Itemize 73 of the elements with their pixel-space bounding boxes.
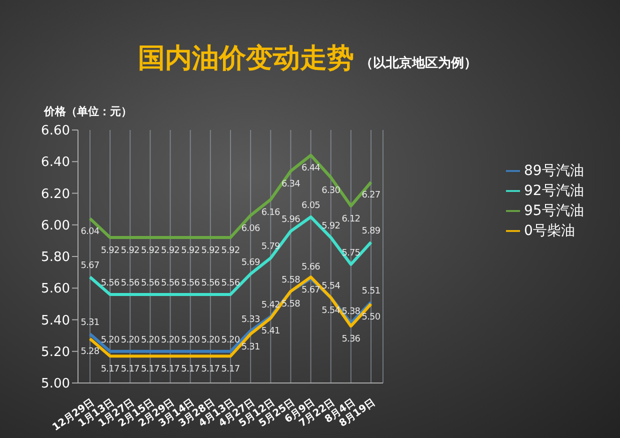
data-label: 5.56 bbox=[161, 278, 180, 288]
data-label: 5.31 bbox=[241, 342, 260, 352]
data-label: 5.69 bbox=[241, 258, 260, 268]
data-label: 5.20 bbox=[140, 335, 160, 346]
legend-label: 89号汽油 bbox=[524, 163, 584, 179]
y-tick-label: 6.60 bbox=[41, 124, 70, 139]
data-label: 5.31 bbox=[80, 318, 100, 328]
text: （以北京地区为例） bbox=[360, 56, 477, 71]
y-tick-label: 5.00 bbox=[41, 376, 70, 392]
data-label: 6.06 bbox=[241, 224, 260, 234]
data-label: 5.41 bbox=[261, 326, 280, 337]
y-tick-label: 6.20 bbox=[41, 186, 70, 202]
data-label: 5.20 bbox=[221, 335, 240, 346]
data-label: 6.12 bbox=[342, 214, 360, 224]
y-tick-label: 6.00 bbox=[41, 218, 70, 234]
y-tick-label: 5.60 bbox=[41, 282, 70, 297]
data-label: 5.50 bbox=[362, 312, 381, 322]
data-label: 5.92 bbox=[100, 246, 120, 256]
data-label: 6.30 bbox=[322, 186, 341, 196]
data-label: 5.54 bbox=[322, 282, 341, 292]
data-label: 6.27 bbox=[362, 190, 380, 201]
data-label: 5.92 bbox=[181, 246, 200, 256]
data-label: 5.17 bbox=[140, 364, 160, 375]
data-label: 5.38 bbox=[342, 306, 361, 317]
data-label: 5.96 bbox=[281, 215, 301, 226]
legend-label: 0号柴油 bbox=[524, 223, 575, 239]
data-label: 6.44 bbox=[302, 164, 321, 174]
data-label: 6.04 bbox=[80, 226, 100, 237]
data-label: 5.56 bbox=[100, 278, 120, 288]
data-label: 6.16 bbox=[261, 208, 281, 218]
data-label: 5.58 bbox=[281, 275, 301, 286]
y-tick-label: 5.80 bbox=[41, 250, 70, 266]
data-label: 5.36 bbox=[342, 334, 361, 344]
data-label: 5.51 bbox=[362, 286, 380, 296]
data-label: 5.17 bbox=[221, 364, 240, 375]
data-label: 5.20 bbox=[201, 335, 220, 346]
data-label: 5.92 bbox=[120, 246, 140, 256]
data-label: 5.92 bbox=[161, 246, 180, 256]
data-label: 5.17 bbox=[181, 364, 200, 375]
data-label: 5.20 bbox=[120, 335, 140, 346]
data-label: 5.67 bbox=[80, 261, 100, 272]
data-label: 5.89 bbox=[362, 226, 381, 236]
data-label: 6.05 bbox=[302, 200, 320, 211]
data-label: 5.20 bbox=[100, 335, 120, 346]
y-tick-label: 5.40 bbox=[41, 313, 70, 328]
legend-label: 95号汽油 bbox=[524, 203, 584, 219]
data-label: 6.34 bbox=[281, 180, 301, 190]
data-label: 5.17 bbox=[120, 364, 140, 375]
data-label: 5.56 bbox=[201, 278, 220, 288]
data-label: 5.92 bbox=[140, 246, 160, 256]
data-label: 5.58 bbox=[281, 300, 301, 310]
data-label: 5.17 bbox=[100, 364, 120, 375]
data-label: 5.56 bbox=[181, 278, 200, 288]
data-label: 5.66 bbox=[302, 262, 321, 273]
data-label: 5.92 bbox=[322, 222, 340, 232]
data-label: 5.28 bbox=[80, 347, 100, 358]
data-label: 5.17 bbox=[161, 364, 180, 375]
data-label: 5.56 bbox=[221, 278, 240, 288]
data-label: 5.67 bbox=[302, 285, 320, 296]
data-label: 5.54 bbox=[322, 306, 341, 316]
data-label: 5.20 bbox=[161, 335, 180, 346]
data-label: 5.92 bbox=[201, 246, 220, 256]
y-axis-title: 价格（单位：元） bbox=[44, 104, 132, 119]
data-label: 5.56 bbox=[140, 278, 160, 288]
chart-title: 国内油价变动走势 bbox=[138, 43, 354, 74]
y-tick-label: 6.40 bbox=[41, 155, 70, 170]
data-label: 5.17 bbox=[201, 364, 220, 375]
legend-label: 92号汽油 bbox=[524, 183, 584, 199]
y-tick-label: 5.20 bbox=[41, 344, 70, 360]
data-label: 5.33 bbox=[241, 314, 260, 325]
data-label: 5.56 bbox=[120, 278, 140, 288]
data-label: 5.92 bbox=[221, 246, 240, 256]
data-label: 5.20 bbox=[181, 335, 200, 346]
